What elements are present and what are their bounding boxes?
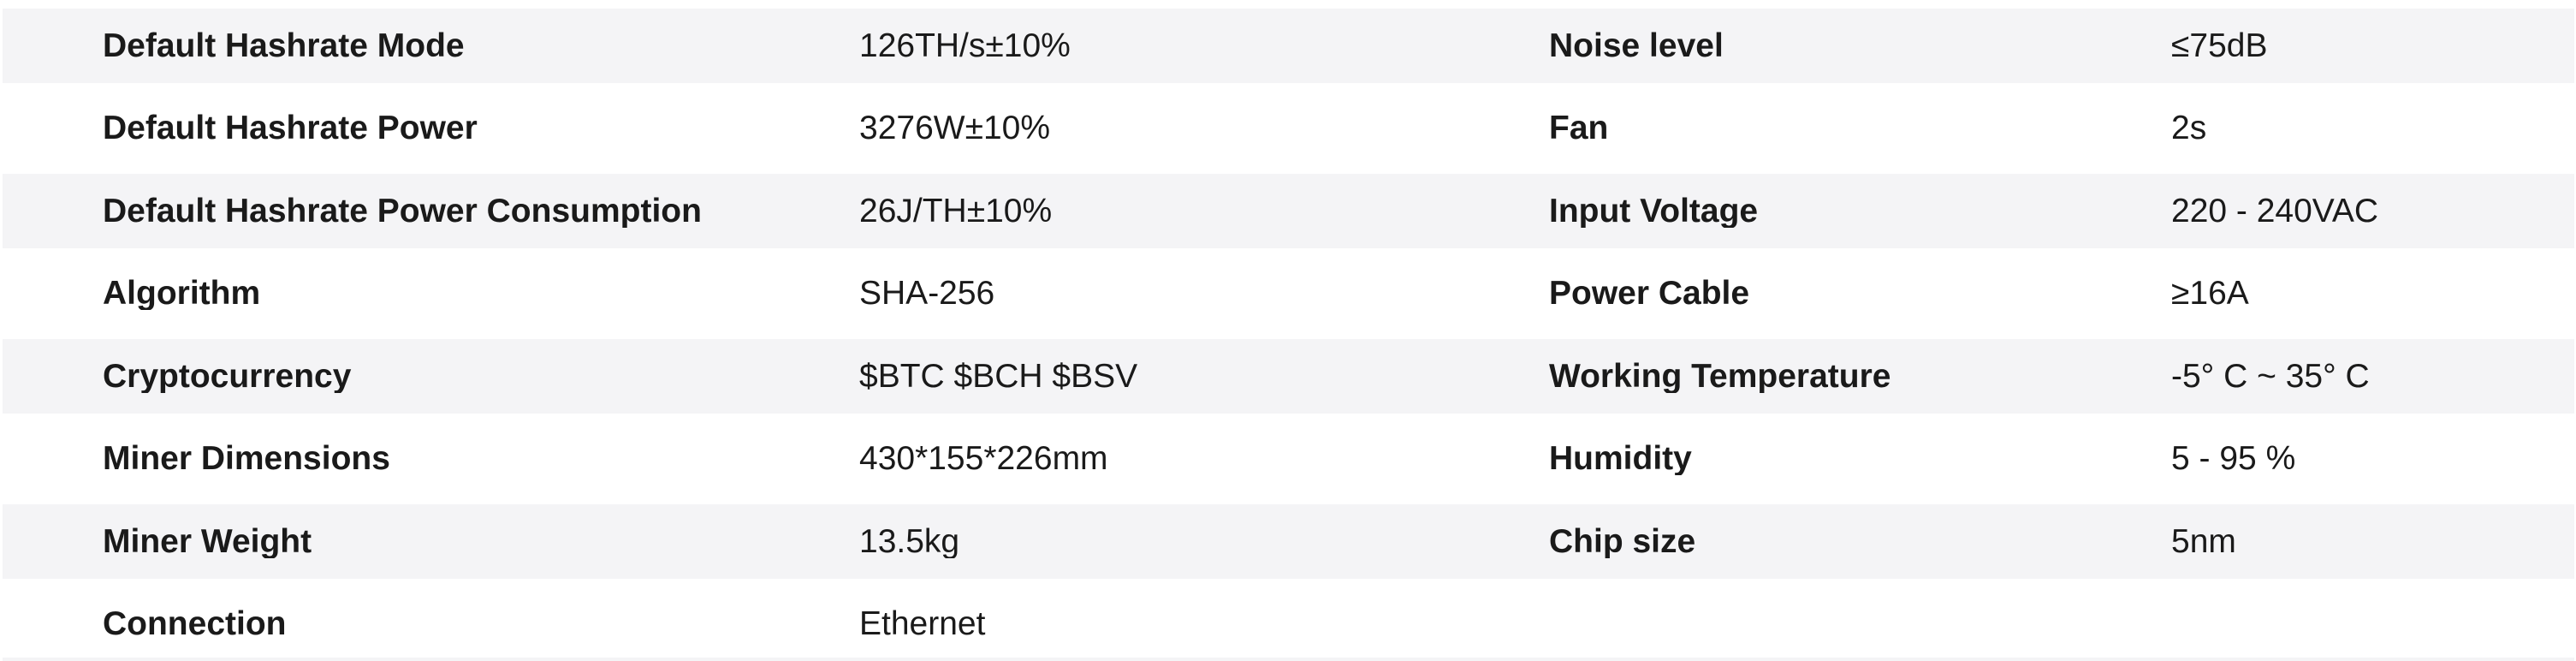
label-noise-level: Noise level	[1549, 28, 1724, 63]
label-default-hashrate-power: Default Hashrate Power	[103, 111, 478, 146]
value-connection: Ethernet	[859, 607, 986, 641]
label-working-temperature: Working Temperature	[1549, 359, 1891, 393]
label-input-voltage: Input Voltage	[1549, 194, 1759, 228]
value-miner-weight: 13.5kg	[859, 524, 960, 558]
value-noise-level: ≤75dB	[2171, 28, 2268, 63]
value-default-hashrate-power: 3276W±10%	[859, 111, 1051, 146]
spec-row-cryptocurrency: Cryptocurrency $BTC $BCH $BSV Working Te…	[3, 330, 2574, 414]
value-default-hashrate-mode: 126TH/s±10%	[859, 28, 1071, 63]
label-fan: Fan	[1549, 111, 1609, 146]
label-default-hashrate-mode: Default Hashrate Mode	[103, 28, 465, 63]
label-chip-size: Chip size	[1549, 524, 1696, 558]
label-power-cable: Power Cable	[1549, 277, 1750, 311]
spec-row-miner-weight: Miner Weight 13.5kg Chip size 5nm	[3, 496, 2574, 579]
label-default-hashrate-power-consumption: Default Hashrate Power Consumption	[103, 194, 702, 228]
spec-row-miner-dimensions: Miner Dimensions 430*155*226mm Humidity …	[3, 413, 2574, 496]
label-humidity: Humidity	[1549, 442, 1692, 476]
value-chip-size: 5nm	[2171, 524, 2236, 558]
label-connection: Connection	[103, 607, 287, 641]
spec-row-algorithm: Algorithm SHA-256 Power Cable ≥16A	[3, 247, 2574, 330]
value-fan: 2s	[2171, 111, 2207, 146]
label-cryptocurrency: Cryptocurrency	[103, 359, 352, 393]
label-algorithm: Algorithm	[103, 277, 261, 311]
value-miner-dimensions: 430*155*226mm	[859, 442, 1108, 476]
spec-row-default-hashrate-power: Default Hashrate Power 3276W±10% Fan 2s	[3, 82, 2574, 165]
value-cryptocurrency: $BTC $BCH $BSV	[859, 359, 1138, 393]
value-power-cable: ≥16A	[2171, 277, 2249, 311]
label-miner-dimensions: Miner Dimensions	[103, 442, 390, 476]
label-miner-weight: Miner Weight	[103, 524, 312, 558]
value-input-voltage: 220 - 240VAC	[2171, 194, 2379, 228]
spec-row-connection: Connection Ethernet	[3, 578, 2574, 661]
next-row-sliver	[3, 658, 2574, 661]
value-algorithm: SHA-256	[859, 277, 995, 311]
value-working-temperature: -5° C ~ 35° C	[2171, 359, 2370, 393]
spec-row-default-hashrate-mode: Default Hashrate Mode 126TH/s±10% Noise …	[3, 0, 2574, 83]
value-humidity: 5 - 95 %	[2171, 442, 2296, 476]
spec-row-default-hashrate-power-consumption: Default Hashrate Power Consumption 26J/T…	[3, 165, 2574, 248]
value-default-hashrate-power-consumption: 26J/TH±10%	[859, 194, 1053, 228]
